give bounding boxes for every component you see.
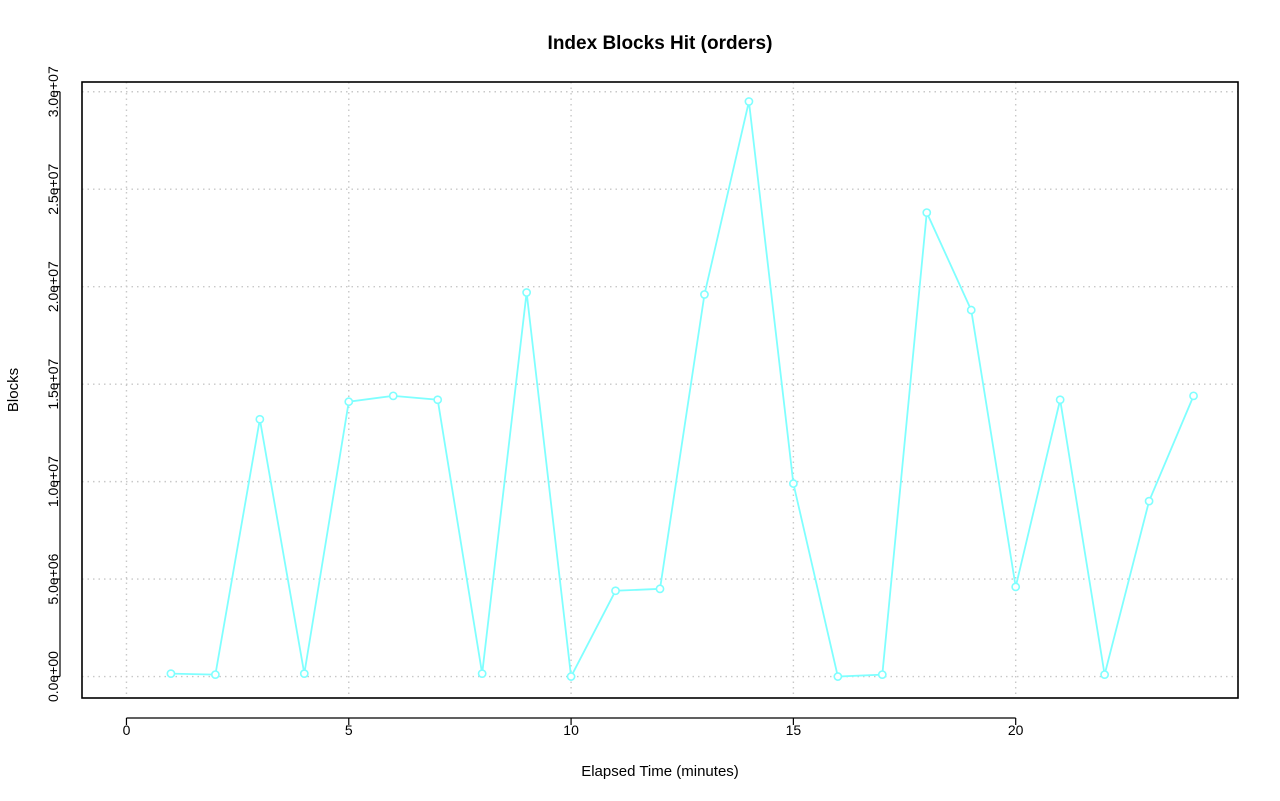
y-tick-label: 2.5e+07 [45,164,61,215]
y-tick-label: 1.0e+07 [45,456,61,507]
data-point [1144,496,1154,506]
data-point [433,395,443,405]
chart-title: Index Blocks Hit (orders) [548,33,773,54]
y-tick-label: 5.0e+06 [45,553,61,604]
data-point [877,670,887,680]
x-axis-label: Elapsed Time (minutes) [581,763,739,780]
series-polyline [170,101,1195,680]
data-point [522,288,532,297]
x-tick-label: 10 [563,722,579,738]
series-line [166,97,1198,681]
data-point [833,672,843,681]
x-tick-label: 15 [786,722,802,738]
data-point [655,584,665,594]
data-point [299,669,309,679]
plot-frame [81,81,1239,699]
y-tick-label: 1.5e+07 [45,358,61,409]
data-point [388,391,398,401]
data-point [1189,391,1198,401]
data-point [744,97,754,106]
y-axis-label: Blocks [5,368,22,412]
y-tick-label: 2.0e+07 [45,261,61,312]
x-axis: 0 5 10 15 20 [123,717,1024,738]
grid-lines [82,82,1238,698]
data-point [1100,670,1110,680]
x-tick-label: 5 [345,722,353,738]
x-tick-label: 0 [123,722,131,738]
data-point [166,669,176,679]
data-point [788,479,798,488]
data-point [922,208,932,218]
data-point [566,672,576,681]
data-point [700,290,709,299]
y-axis: 0.0e+00 5.0e+06 1.0e+07 1.5e+07 2.0e+07 2.5e+… [45,66,61,702]
data-point [611,586,620,596]
data-point [255,414,265,424]
data-point [477,669,487,679]
y-tick-label: 3.0e+07 [45,66,61,117]
data-point [1011,582,1021,592]
x-tick-label: 20 [1008,722,1024,738]
data-point [1055,395,1065,405]
data-point [210,670,220,680]
y-tick-label: 0.0e+00 [45,651,61,702]
data-point [966,305,976,315]
data-point [344,397,354,407]
